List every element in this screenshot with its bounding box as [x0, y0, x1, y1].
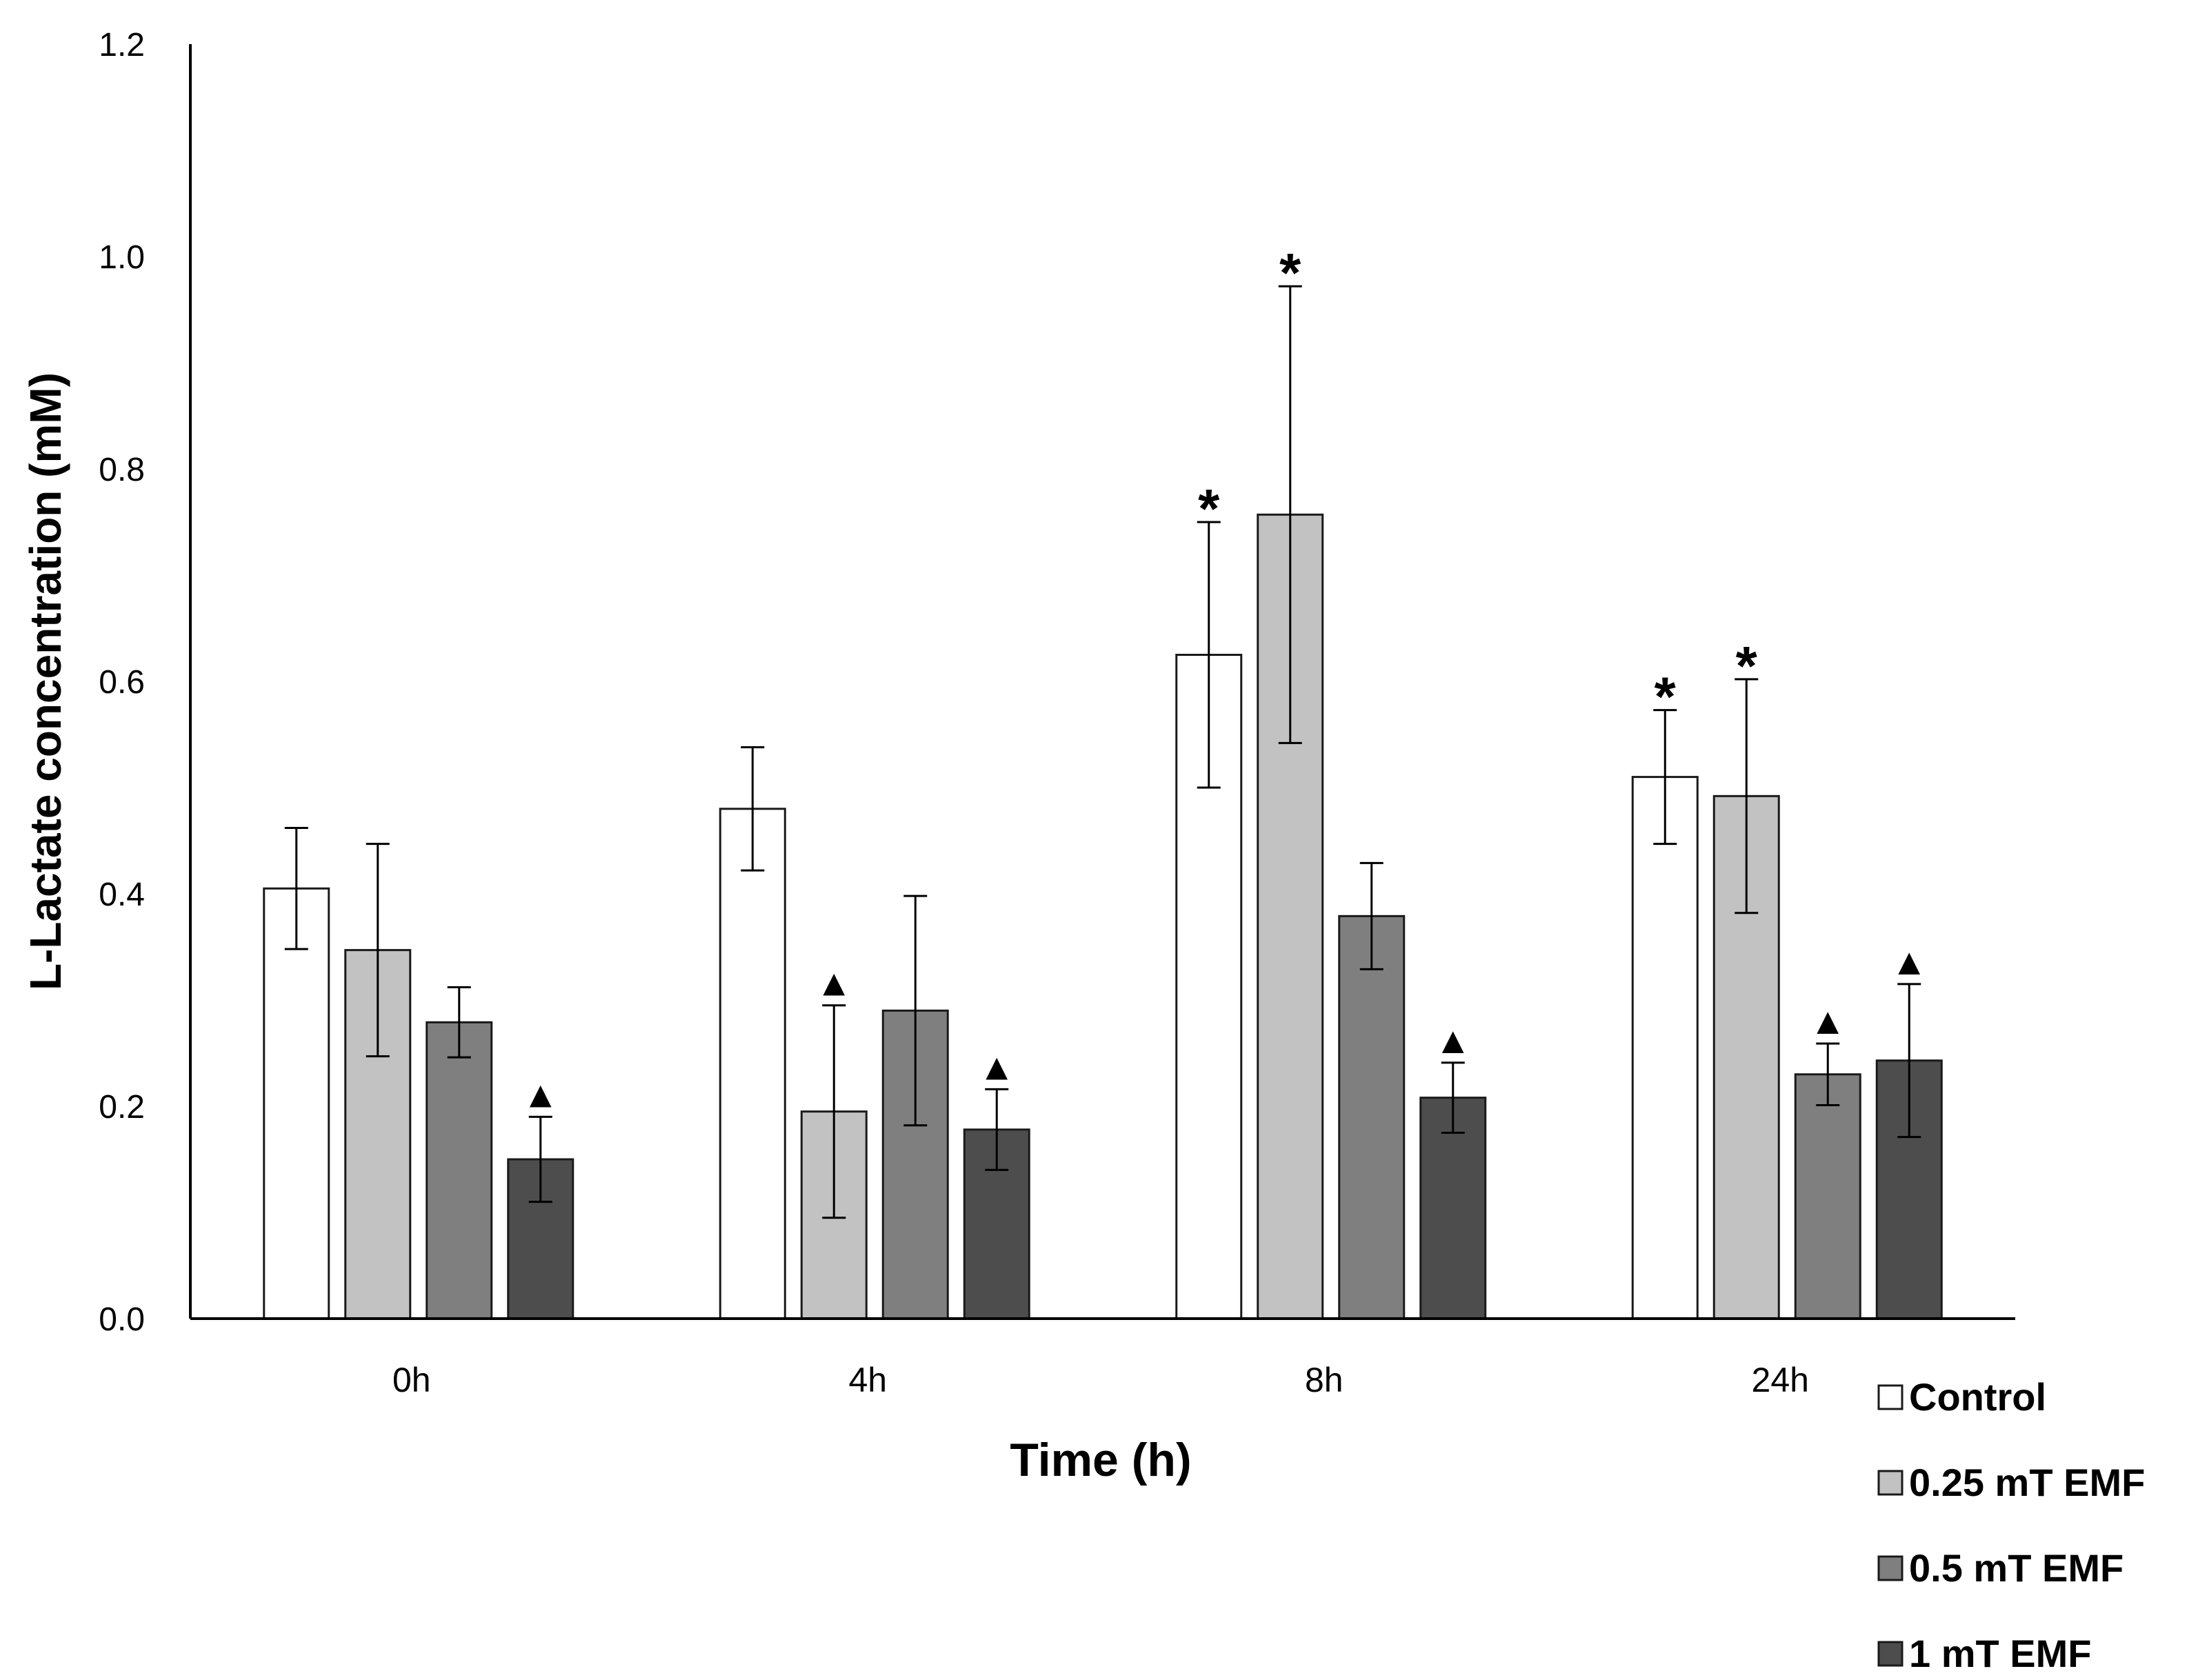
x-tick-label: 0h [392, 1361, 431, 1399]
legend-swatch [1877, 1555, 1904, 1581]
legend-swatch [1877, 1384, 1904, 1410]
significance-star: * [1198, 478, 1220, 539]
error-bars-group [284, 285, 1921, 1219]
x-tick-label: 8h [1305, 1361, 1343, 1399]
bar [1338, 914, 1406, 1320]
x-axis-tick-labels: 0h 4h 8h 24h [392, 1361, 1809, 1399]
y-axis-label: L-Lactate concentration (mM) [21, 372, 70, 990]
bar [1631, 776, 1699, 1320]
legend-label: 1 mT EMF [1909, 1632, 2091, 1675]
legend-swatch [1877, 1641, 1904, 1667]
y-axis-ticks: 0.0 0.2 0.4 0.6 0.8 1.0 1.2 [99, 27, 145, 1338]
x-axis-label: Time (h) [1010, 1434, 1191, 1486]
significance-triangle: ▲ [1810, 1001, 1846, 1042]
y-tick-label: 1.0 [99, 239, 145, 276]
significance-triangle: ▲ [979, 1046, 1015, 1088]
significance-triangle: ▲ [1435, 1020, 1471, 1061]
y-tick-label: 0.4 [99, 877, 145, 913]
y-tick-label: 1.2 [99, 27, 145, 63]
significance-star: * [1655, 666, 1677, 728]
bar [426, 1021, 493, 1320]
legend-label: Control [1909, 1375, 2046, 1419]
y-tick-label: 0.2 [99, 1089, 145, 1126]
bar [1794, 1073, 1861, 1320]
significance-star: * [1279, 242, 1301, 303]
significance-star: * [1736, 635, 1758, 697]
bar-series-group [263, 513, 1943, 1320]
significance-triangle: ▲ [522, 1074, 559, 1115]
bar [263, 887, 330, 1320]
legend-label: 0.25 mT EMF [1909, 1461, 2145, 1504]
y-tick-label: 0.8 [99, 452, 145, 488]
significance-triangle: ▲ [1891, 941, 1928, 983]
legend-swatch [1877, 1470, 1904, 1496]
x-tick-label: 4h [848, 1361, 887, 1399]
x-tick-label: 24h [1752, 1361, 1809, 1399]
legend: Control 0.25 mT EMF 0.5 mT EMF 1 mT EMF [1877, 1375, 2145, 1675]
legend-label: 0.5 mT EMF [1909, 1546, 2124, 1590]
y-tick-label: 0.6 [99, 664, 145, 701]
y-tick-label: 0.0 [99, 1301, 145, 1338]
significance-triangle: ▲ [816, 963, 852, 1004]
significance-markers-group: ▲ ▲ ▲ * * ▲ * * ▲ ▲ [522, 242, 1928, 1115]
bar [719, 808, 786, 1320]
